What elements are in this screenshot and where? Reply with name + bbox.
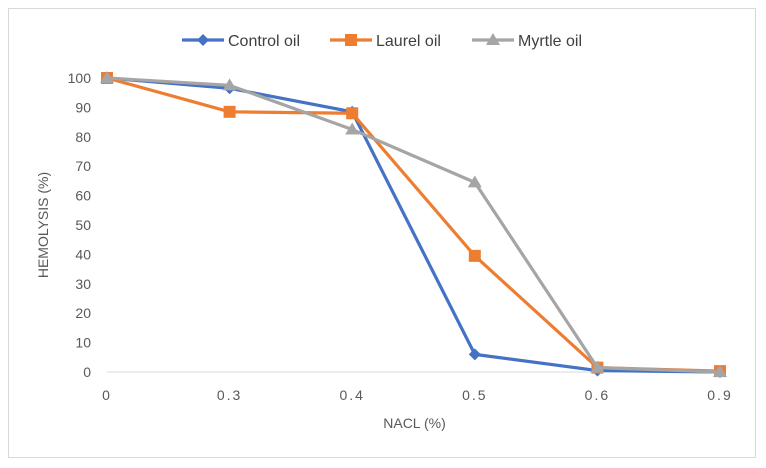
legend-item-laurel-oil: Laurel oil	[330, 33, 441, 50]
x-tick-label: 0.3	[217, 387, 242, 403]
x-tick-label: 0	[102, 387, 112, 403]
x-tick-label: 0.6	[585, 387, 610, 403]
legend-swatch-marker	[197, 34, 209, 46]
legend-label: Myrtle oil	[518, 33, 582, 50]
y-axis-ticks: 0 10 20 30 40 50 60 70 80 90 100	[68, 70, 92, 380]
x-tick-label: 0.4	[339, 387, 364, 403]
y-tick-label: 70	[75, 158, 91, 174]
x-tick-label: 0.5	[462, 387, 487, 403]
legend-item-myrtle-oil: Myrtle oil	[472, 33, 582, 50]
y-tick-label: 100	[68, 70, 92, 86]
series-line-control-oil	[106, 76, 721, 374]
x-axis-title: NACL (%)	[383, 415, 446, 431]
chart-frame	[8, 8, 756, 458]
y-tick-label: 90	[75, 99, 91, 115]
series-control-oil	[101, 72, 726, 378]
y-tick-label: 80	[75, 129, 91, 145]
series-laurel-oil	[101, 72, 726, 378]
data-point-control-oil	[468, 348, 481, 361]
series-layer	[100, 71, 727, 378]
y-tick-label: 0	[83, 364, 91, 380]
data-point-myrtle-oil	[467, 175, 482, 188]
legend-item-control-oil: Control oil	[182, 33, 300, 50]
legend-label: Control oil	[228, 33, 300, 50]
series-myrtle-oil	[100, 71, 727, 377]
data-point-myrtle-oil	[345, 122, 360, 135]
legend: Control oil Laurel oil Myrtle oil	[182, 33, 582, 50]
data-point-myrtle-oil	[590, 360, 605, 373]
x-tick-label: 0.9	[707, 387, 732, 403]
data-point-myrtle-oil	[713, 365, 727, 377]
y-tick-label: 10	[75, 335, 91, 351]
y-tick-label: 20	[75, 305, 91, 321]
legend-swatch-marker	[486, 33, 500, 45]
y-tick-label: 60	[75, 188, 91, 204]
series-line-myrtle-oil	[106, 76, 721, 374]
data-point-myrtle-oil	[222, 78, 237, 91]
y-tick-label: 40	[75, 246, 91, 262]
legend-label: Laurel oil	[376, 33, 441, 50]
y-tick-label: 30	[75, 276, 91, 292]
data-point-myrtle-oil	[100, 71, 114, 83]
data-point-laurel-oil	[346, 107, 359, 120]
data-point-laurel-oil	[223, 105, 236, 118]
data-point-laurel-oil	[468, 249, 481, 262]
series-line-laurel-oil	[106, 76, 721, 373]
legend-swatch-marker	[345, 34, 357, 46]
x-axis-ticks: 0 0.3 0.4 0.5 0.6 0.9	[102, 387, 732, 403]
y-tick-label: 50	[75, 217, 91, 233]
y-axis-title: HEMOLYSIS (%)	[35, 172, 51, 278]
